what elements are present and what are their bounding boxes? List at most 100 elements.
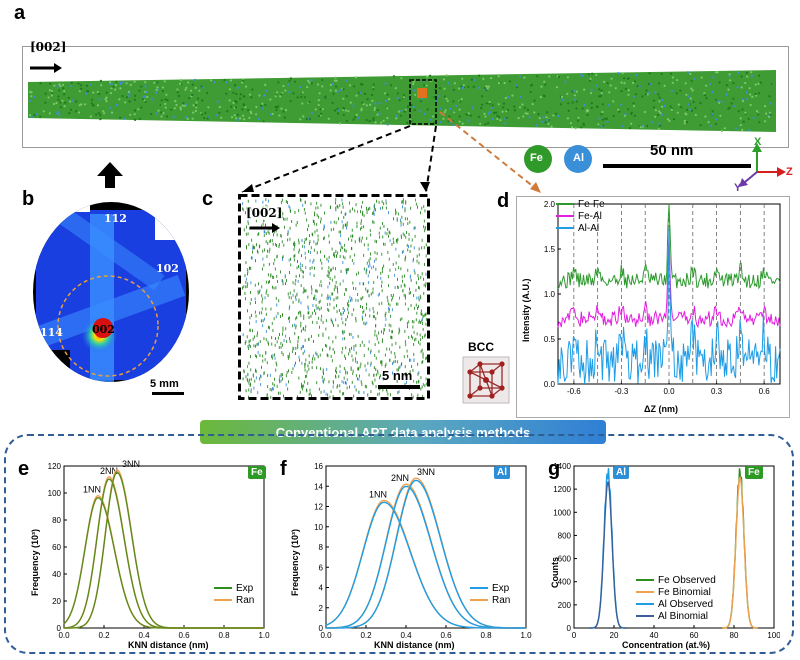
ylabel-e: Frequency (10³) [30, 528, 40, 596]
chart-f-ytick-label: 8 [319, 543, 324, 552]
chart-e-xtick-label: 0.8 [218, 631, 230, 640]
direction-label-c: [002] [246, 206, 283, 220]
legend-d-alal: Al-Al [556, 222, 605, 234]
legend-d-fefe: Fe-Fe [556, 198, 605, 210]
series-al-binomial [590, 480, 626, 629]
knn-chart-fe: 0.0 0.2 0.4 0.6 0.8 1.0 0 20 40 60 80 100 120 1NN 2NN 3… [48, 460, 270, 640]
chart-e-ytick-label: 80 [52, 516, 61, 525]
scale-bar-a [603, 164, 751, 168]
legend-e: Exp Ran [214, 582, 254, 606]
legend-d-fefe-text: Fe-Fe [578, 198, 605, 210]
chart-f-ytick-label: 10 [314, 523, 323, 532]
legend-f-exp-text: Exp [492, 582, 510, 594]
direction-arrow-c-icon [250, 223, 280, 233]
legend-fe-label: Fe [530, 152, 543, 164]
freq-xtick-label: 0 [572, 631, 577, 640]
ylabel-d: Intensity (A.U.) [521, 278, 531, 342]
legend-g-fe-bin-text: Fe Binomial [658, 586, 711, 598]
chart-f-ytick-label: 12 [314, 503, 323, 512]
axis-y-label: Y [734, 182, 742, 194]
curve-label-1nn: 1NN [369, 489, 387, 499]
pole-102: 102 [156, 262, 179, 275]
freq-ytick-label: 600 [558, 555, 572, 564]
axis-triad-icon [739, 143, 786, 187]
bcc-label: BCC [468, 340, 494, 354]
legend-e-ran: Ran [214, 594, 254, 606]
chart-f-xtick-label: 0.2 [360, 631, 372, 640]
chart-e-xtick-label: 0.0 [58, 631, 70, 640]
freq-xtick-label: 60 [690, 631, 699, 640]
exp-curve-3nn [64, 471, 264, 629]
ylabel-f: Frequency (10³) [290, 528, 300, 596]
scale-bar-c-text: 5 nm [382, 368, 413, 383]
badge-g-fe: Fe [745, 466, 763, 479]
chart-f-xtick-label: 0.8 [480, 631, 492, 640]
al-legend-circle [564, 145, 592, 173]
legend-e-exp-text: Exp [236, 582, 254, 594]
element-legend [524, 145, 592, 173]
chart-e-ytick-label: 100 [48, 489, 62, 498]
fe-legend-circle [524, 145, 552, 173]
series-fe-binomial [722, 475, 758, 629]
legend-f-exp: Exp [470, 582, 510, 594]
exp-curve-1nn [325, 501, 526, 629]
direction-arrow-a-icon [30, 63, 62, 73]
chart-f-xtick-label: 1.0 [520, 631, 532, 640]
chart-e-xtick-label: 1.0 [258, 631, 270, 640]
axis-z-label: Z [786, 166, 793, 178]
chart-f-ytick-label: 2 [319, 604, 324, 613]
chart-e-ytick-label: 20 [52, 597, 61, 606]
rdf-ytick-label: 1.0 [544, 290, 556, 299]
freq-ytick-label: 200 [558, 601, 572, 610]
freq-xtick-label: 20 [610, 631, 619, 640]
badge-e-fe: Fe [248, 466, 266, 479]
curve-label-2nn: 2NN [391, 473, 409, 483]
legend-d-alal-text: Al-Al [578, 222, 600, 234]
legend-f: Exp Ran [470, 582, 510, 606]
ran-curve-2nn [325, 483, 526, 629]
highlight-cube [417, 88, 427, 98]
freq-ytick-label: 800 [558, 531, 572, 540]
legend-d-feal-text: Fe-Al [578, 210, 602, 222]
exp-curve-2nn [325, 485, 526, 629]
legend-f-ran: Ran [470, 594, 510, 606]
methods-frame [4, 434, 794, 654]
freq-ytick-label: 1200 [553, 485, 571, 494]
pole-112: 112 [104, 212, 127, 225]
chart-f-ytick-label: 4 [319, 584, 324, 593]
legend-e-exp: Exp [214, 582, 254, 594]
panel-letter-f: f [280, 458, 287, 480]
chart-f-xtick-label: 0.4 [400, 631, 412, 640]
badge-g-al: Al [613, 466, 629, 479]
chart-e-ytick-label: 40 [52, 570, 61, 579]
legend-g-fe-obs: Fe Observed [636, 574, 716, 586]
chart-f-ytick-label: 6 [319, 563, 324, 572]
xlabel-e: KNN distance (nm) [128, 640, 209, 650]
series-al-al [557, 228, 781, 385]
series-fe-fe [557, 203, 781, 290]
chart-e-xtick-label: 0.2 [98, 631, 110, 640]
chart-f-ytick-label: 14 [314, 482, 323, 491]
legend-g: Fe Observed Fe Binomial Al Observed Al B… [636, 574, 716, 622]
freq-ytick-label: 1000 [553, 508, 571, 517]
rdf-xtick-label: -0.3 [615, 387, 629, 396]
scale-bar-b [152, 392, 184, 395]
series-fe-observed [722, 468, 758, 629]
chart-e-xtick-label: 0.6 [178, 631, 190, 640]
panel-letter-b: b [22, 188, 35, 210]
freq-ytick-label: 400 [558, 578, 572, 587]
ylabel-g: Counts [550, 557, 560, 588]
legend-g-al-obs-text: Al Observed [658, 598, 714, 610]
chart-f-ytick-label: 0 [319, 624, 324, 633]
chart-e-xtick-label: 0.4 [138, 631, 150, 640]
freq-plot-frame [573, 465, 775, 629]
freq-xtick-label: 80 [730, 631, 739, 640]
freq-xtick-label: 100 [767, 631, 780, 640]
exp-curve-3nn [326, 479, 526, 629]
curve-label-2nn: 2NN [100, 466, 118, 476]
curve-label-3nn: 3NN [417, 467, 435, 477]
panel-letter-d: d [497, 190, 510, 212]
rdf-ytick-label: 1.5 [544, 245, 556, 254]
ran-curve-1nn [325, 499, 526, 629]
legend-e-ran-text: Ran [236, 594, 255, 606]
